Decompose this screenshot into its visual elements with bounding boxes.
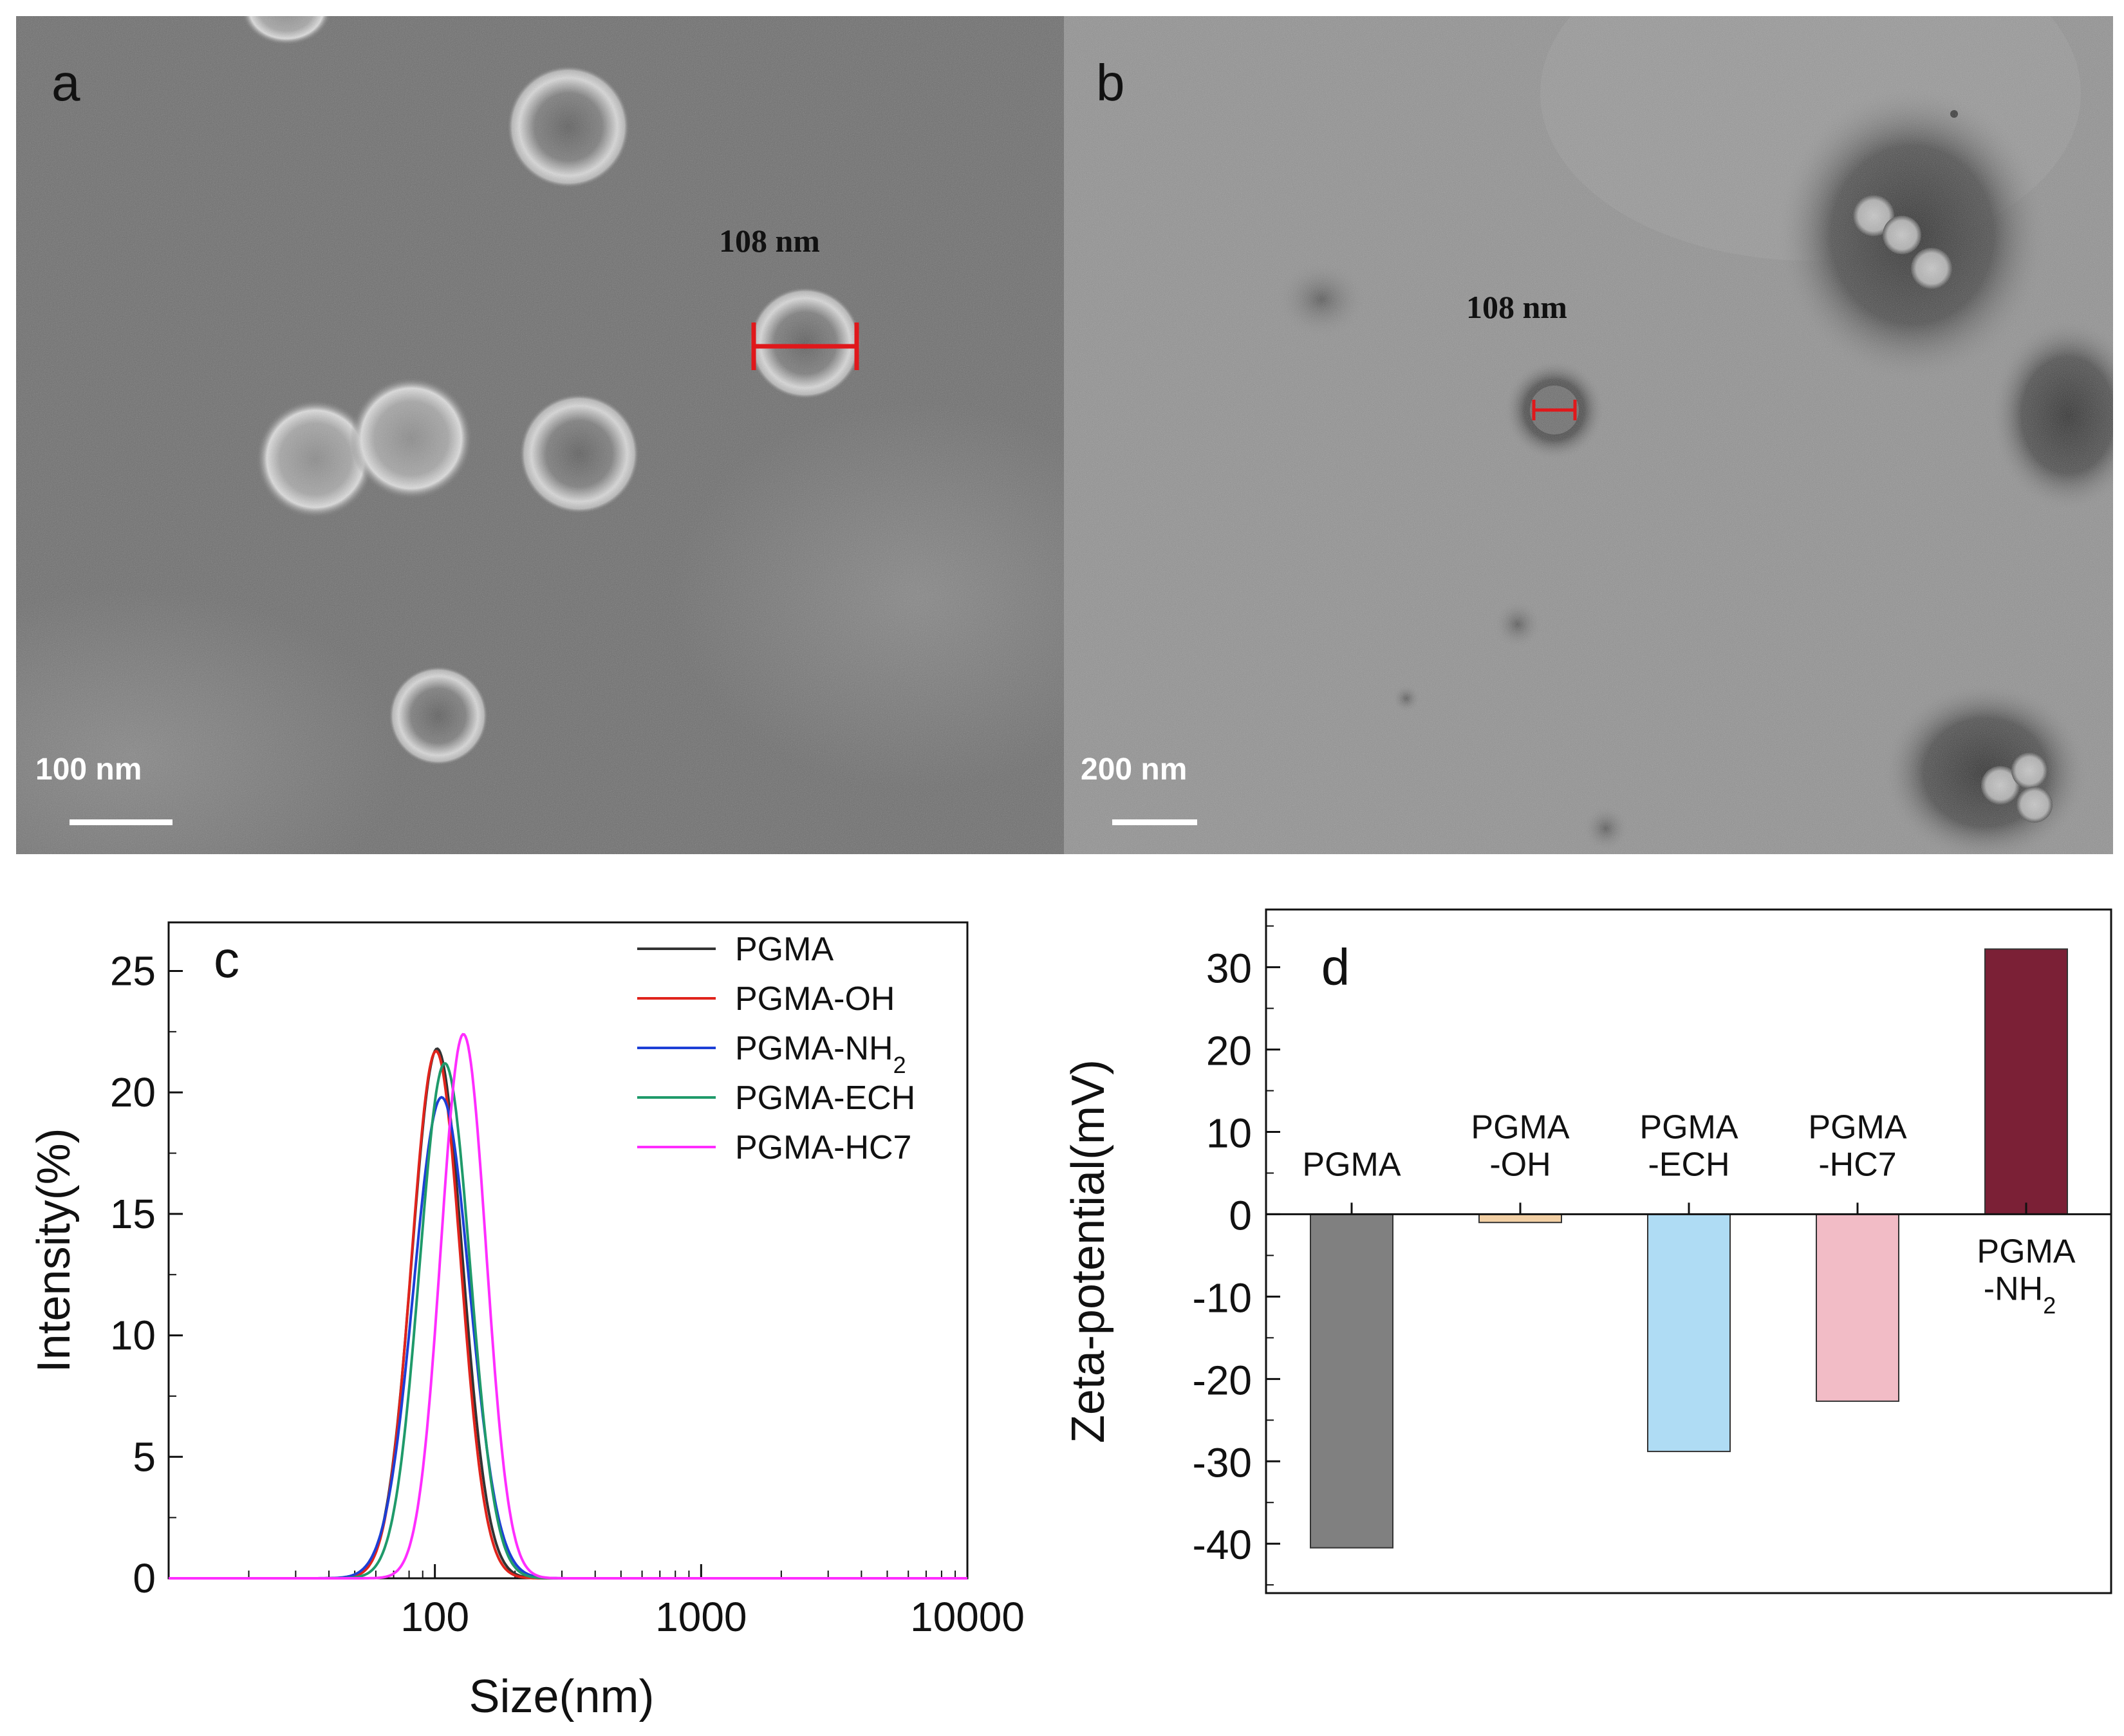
scale-bar-label: 100 nm [35, 752, 142, 787]
legend-entry: PGMA-NH2 [735, 1030, 906, 1078]
panel-letter-c: c [214, 931, 239, 988]
y-tick-label: 10 [110, 1312, 156, 1359]
plot-frame [1265, 908, 2112, 1594]
sem-micrograph-panel-a: a 108 nm 100 nm [16, 16, 1064, 854]
y-tick-label: -40 [1193, 1522, 1253, 1568]
y-tick-label: 0 [133, 1555, 156, 1601]
category-label: -NH2 [1984, 1270, 2056, 1318]
y-tick-label: 25 [110, 947, 156, 994]
category-label: PGMA [1977, 1233, 2075, 1270]
y-tick-label: 10 [1206, 1110, 1252, 1156]
measurement-bar [1532, 400, 1577, 420]
y-axis-title: Zeta-potential(mV) [1063, 1059, 1114, 1443]
y-tick-label: -10 [1193, 1274, 1253, 1321]
y-axis-title: Intensity(%) [28, 1128, 80, 1372]
tem-image [1064, 16, 2113, 854]
scale-bar [1112, 819, 1197, 825]
y-tick-label: 20 [1206, 1028, 1252, 1074]
category-label: PGMA [1639, 1108, 1738, 1146]
y-tick-label: -30 [1193, 1439, 1253, 1486]
sem-image [16, 16, 1064, 854]
x-tick-label: 1000 [655, 1594, 747, 1640]
x-tick-label: 10000 [910, 1594, 1025, 1640]
legend-entry: PGMA-HC7 [735, 1129, 911, 1166]
series-line [169, 1032, 967, 1580]
bar [1816, 1213, 1899, 1402]
category-label: PGMA [1302, 1146, 1401, 1183]
category-label: PGMA [1808, 1108, 1906, 1146]
category-label: PGMA [1471, 1108, 1569, 1146]
bar [1984, 948, 2068, 1215]
scale-bar-label: 200 nm [1081, 752, 1188, 787]
measurement-bar [751, 322, 859, 370]
category-label: -ECH [1648, 1146, 1729, 1183]
dls-size-distribution-chart: 0 5 10 15 20 25 100 1000 10000 Size(nm) Intensity(… [28, 921, 1025, 1722]
x-tick-label: 100 [400, 1594, 469, 1640]
category-label: -OH [1489, 1146, 1551, 1183]
plot-frame [167, 921, 969, 1580]
legend-entry: PGMA-ECH [735, 1079, 915, 1117]
measurement-label: 108 nm [1466, 289, 1567, 325]
tem-micrograph-panel-b: b 108 nm 200 nm [1064, 16, 2113, 854]
legend-entry: PGMA-OH [735, 980, 895, 1018]
y-tick-label: 20 [110, 1069, 156, 1115]
scale-bar [70, 819, 172, 825]
legend-entry: PGMA [735, 931, 834, 968]
measurement-label: 108 nm [719, 223, 820, 259]
series-line [169, 1096, 967, 1580]
series-line [169, 1047, 967, 1580]
y-tick-label: 0 [1229, 1192, 1252, 1238]
bar [1647, 1213, 1731, 1452]
bar [1310, 1213, 1393, 1549]
panel-letter-a: a [51, 54, 80, 111]
y-tick-label: 15 [110, 1191, 156, 1237]
x-axis-title: Size(nm) [469, 1671, 654, 1722]
category-label: -HC7 [1818, 1146, 1896, 1183]
y-tick-label: 5 [133, 1433, 156, 1480]
panel-letter-d: d [1321, 938, 1350, 996]
zeta-potential-bar-chart: -40 -30 -20 -10 0 10 20 30 Zeta-potential(mV) d PG… [1063, 908, 2112, 1594]
bar [1478, 1213, 1562, 1224]
y-tick-label: -20 [1193, 1357, 1253, 1403]
panel-letter-b: b [1096, 54, 1125, 111]
y-tick-label: 30 [1206, 946, 1252, 992]
